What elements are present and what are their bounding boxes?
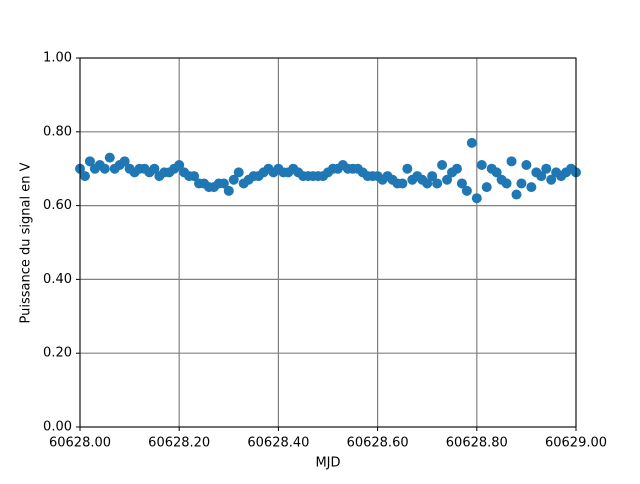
- point: [516, 178, 527, 189]
- y-tick-label: 0.60: [43, 198, 72, 213]
- x-tick-label: 60628.20: [148, 436, 210, 451]
- point: [501, 178, 512, 189]
- y-tick-label: 0.80: [43, 124, 72, 139]
- point: [228, 174, 239, 185]
- point: [422, 178, 433, 189]
- point: [397, 178, 408, 189]
- x-tick-label: 60628.40: [247, 436, 309, 451]
- point: [84, 156, 95, 167]
- point: [456, 178, 467, 189]
- point: [437, 160, 448, 171]
- y-tick-label: 0.00: [43, 420, 72, 435]
- point: [536, 171, 547, 182]
- point: [476, 160, 487, 171]
- x-tick-label: 60628.80: [446, 436, 508, 451]
- point: [491, 167, 502, 178]
- point: [506, 156, 517, 167]
- point: [218, 178, 229, 189]
- point: [432, 178, 443, 189]
- y-tick-label: 0.40: [43, 272, 72, 287]
- point: [442, 174, 453, 185]
- point: [546, 174, 557, 185]
- y-axis-label: Puissance du signal en V: [19, 162, 34, 323]
- x-tick-label: 60629.00: [545, 436, 607, 451]
- x-tick-label: 60628.60: [347, 436, 409, 451]
- point: [466, 137, 477, 148]
- y-tick-label: 0.20: [43, 346, 72, 361]
- point: [119, 156, 130, 167]
- x-axis-label: MJD: [315, 456, 340, 471]
- point: [526, 182, 537, 193]
- point: [99, 163, 110, 174]
- point: [481, 182, 492, 193]
- point: [149, 163, 160, 174]
- point: [189, 171, 200, 182]
- point: [511, 189, 522, 200]
- point: [521, 160, 532, 171]
- x-tick-label: 60628.00: [49, 436, 111, 451]
- point: [451, 163, 462, 174]
- point: [104, 152, 115, 163]
- point: [174, 160, 185, 171]
- y-tick-label: 1.00: [43, 51, 72, 66]
- point: [427, 171, 438, 182]
- point: [79, 171, 90, 182]
- point: [541, 163, 552, 174]
- point: [233, 167, 244, 178]
- plot-frame: [79, 57, 577, 428]
- point: [461, 185, 472, 196]
- point: [471, 193, 482, 204]
- point: [223, 185, 234, 196]
- point: [402, 163, 413, 174]
